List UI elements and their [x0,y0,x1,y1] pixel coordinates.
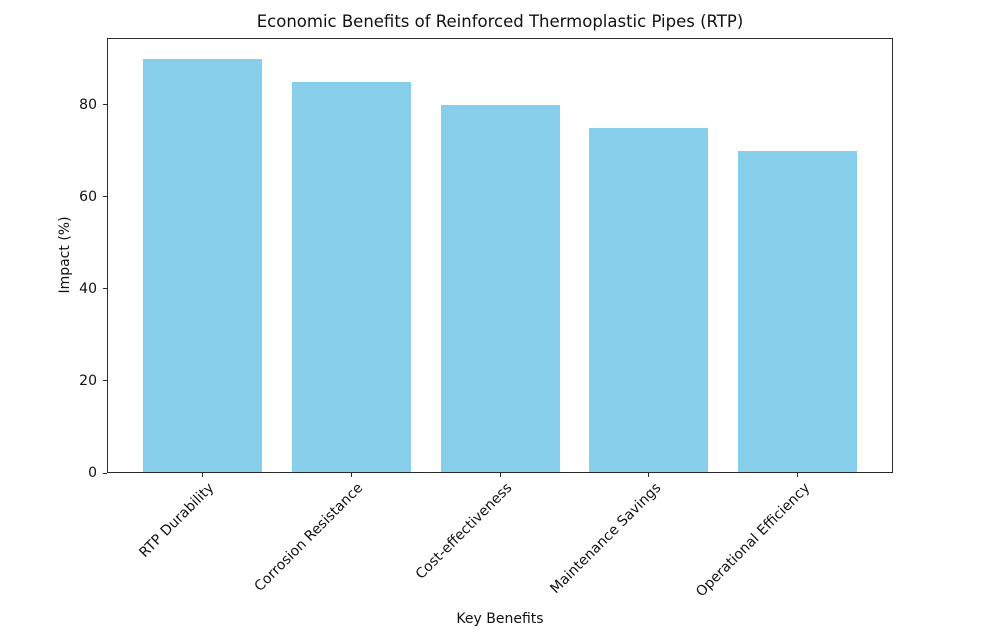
bar [291,81,411,473]
bar [142,58,262,473]
y-tick-mark [103,196,107,198]
x-tick-mark [797,473,799,477]
y-tick-label: 60 [79,188,97,205]
chart-title: Economic Benefits of Reinforced Thermopl… [256,12,744,31]
x-tick-mark [499,473,501,477]
y-tick-label: 0 [88,465,97,481]
y-tick-label: 20 [79,372,97,389]
bar [589,127,709,473]
bar [738,150,858,473]
y-tick-label: 40 [79,280,97,297]
y-tick-mark [103,288,107,290]
y-tick-mark [103,104,107,106]
y-tick-mark [103,380,107,382]
x-axis-label: Key Benefits [456,611,544,627]
x-tick-mark [201,473,203,477]
plot-area [107,38,893,473]
y-tick-mark [103,472,107,474]
y-tick-label: 80 [79,96,97,113]
x-tick-mark [350,473,352,477]
bar [440,104,560,473]
x-tick-mark [648,473,650,477]
